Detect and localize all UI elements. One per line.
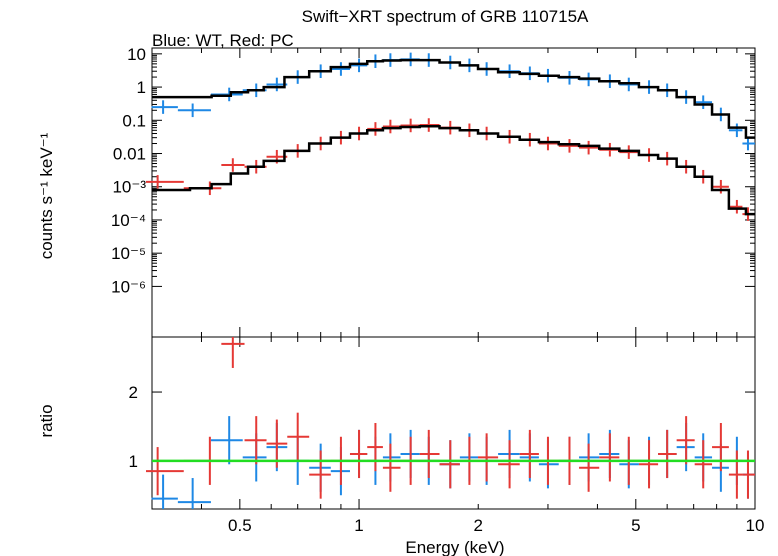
spectrum-y-tick-label-5: 10⁻⁴: [111, 211, 146, 230]
ratio-panel: 0.5 1 2 5 10 1 2: [129, 336, 765, 535]
ratio-y-tick-label-1: 2: [129, 383, 138, 402]
model-line-0: [152, 58, 755, 139]
spectrum-y-tick-label-4: 10⁻³: [112, 178, 146, 197]
spectrum-y-tick-label-0: 10: [127, 45, 146, 64]
y-axis-label-ratio: ratio: [37, 404, 56, 437]
ratio-frame: [151, 336, 756, 510]
x-axis-label: Energy (keV): [405, 538, 504, 556]
chart-subtitle: Blue: WT, Red: PC: [152, 31, 294, 50]
ratio-y-tick-label-0: 1: [129, 452, 138, 471]
chart-title: Swift−XRT spectrum of GRB 110715A: [302, 7, 589, 26]
spectrum-y-tick-label-3: 0.01: [113, 145, 146, 164]
x-tick-label-3: 5: [631, 516, 640, 535]
x-tick-label-4: 10: [746, 516, 765, 535]
y-axis-label-spectrum: counts s⁻¹ keV⁻¹: [37, 132, 56, 259]
model-line-1: [152, 125, 755, 216]
spectrum-y-tick-label-1: 1: [137, 78, 146, 97]
spectrum-y-tick-label-2: 0.1: [122, 111, 146, 130]
x-tick-label-0: 0.5: [228, 516, 252, 535]
x-tick-label-1: 1: [354, 516, 363, 535]
spectrum-panel: 10 1 0.1 0.01 10⁻³ 10⁻⁴ 10⁻⁵ 10⁻⁶: [111, 45, 756, 338]
spectrum-y-tick-label-7: 10⁻⁶: [111, 277, 146, 296]
spectrum-y-tick-label-6: 10⁻⁵: [111, 244, 146, 263]
x-tick-label-2: 2: [474, 516, 483, 535]
